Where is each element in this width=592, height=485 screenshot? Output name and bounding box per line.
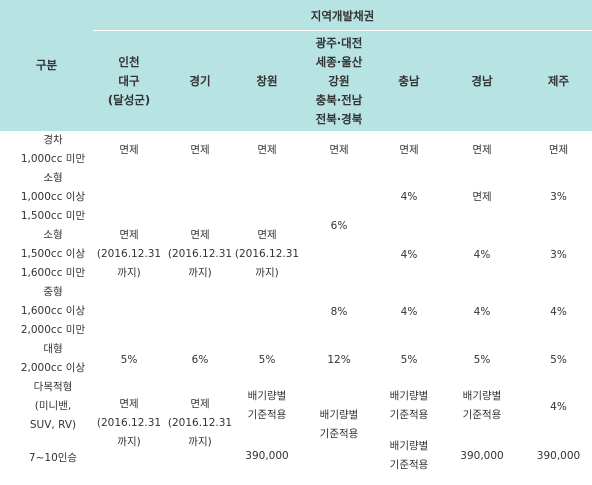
cell-r6-gyeonggi: 면제 (2016.12.31 까지) xyxy=(167,398,233,448)
cell-r6-changwon: 배기량별 기준적용 xyxy=(247,390,287,421)
cell-r1-gwangju: 면제 xyxy=(329,143,349,156)
category-large: 대형 2,000cc 이상 xyxy=(20,343,86,374)
cell-r2-jeju: 3% xyxy=(550,190,567,203)
cell-r5-jeju: 5% xyxy=(550,353,567,366)
category-7-10-seats: 7~10인승 xyxy=(28,451,78,464)
category-compact: 경차 1,000cc 미만 xyxy=(20,134,86,165)
cell-r1-incheon: 면제 xyxy=(119,143,139,156)
group-title: 지역개발채권 xyxy=(310,8,375,23)
cell-r7-chungnam: 배기량별 기준적용 xyxy=(389,440,429,471)
header-divider xyxy=(93,30,592,31)
category-small-1: 소형 1,000cc 이상 1,500cc 미만 xyxy=(20,172,86,222)
cell-r5-gyeonggi: 6% xyxy=(191,353,209,366)
cell-r2-chungnam: 4% xyxy=(400,190,418,203)
region-header-gwangju: 광주·대전 세종·울산 강원 충북·전남 전북·경북 xyxy=(315,35,363,126)
cell-r6-gyeongnam: 배기량별 기준적용 xyxy=(462,390,502,421)
cell-r4-jeju: 4% xyxy=(550,305,567,318)
cell-r1-jeju: 면제 xyxy=(548,143,569,156)
cell-r2-gyeongnam: 면제 xyxy=(472,190,492,203)
cell-r3-jeju: 3% xyxy=(550,248,567,261)
cell-exempt-changwon: 면제 (2016.12.31 까지) xyxy=(234,229,300,279)
cell-r1-changwon: 면제 xyxy=(257,143,277,156)
region-header-gyeongnam: 경남 xyxy=(471,73,493,88)
cell-r3-chungnam: 4% xyxy=(400,248,418,261)
category-multipurpose: 다목적형 (미니밴, SUV, RV) xyxy=(29,381,77,431)
cell-r4-gyeongnam: 4% xyxy=(473,305,491,318)
cell-r7-jeju: 390,000 xyxy=(536,449,581,462)
cell-gwangju-small: 6% xyxy=(330,219,348,232)
region-header-gyeonggi: 경기 xyxy=(189,73,211,88)
category-midsize: 중형 1,600cc 이상 2,000cc 미만 xyxy=(20,286,86,336)
cell-r3-gyeongnam: 4% xyxy=(473,248,491,261)
cell-r5-chungnam: 5% xyxy=(400,353,418,366)
category-header: 구분 xyxy=(35,58,58,72)
cell-exempt-incheon: 면제 (2016.12.31 까지) xyxy=(96,229,162,279)
table-header xyxy=(0,0,592,131)
cell-r4-chungnam: 4% xyxy=(400,305,418,318)
cell-r6-chungnam: 배기량별 기준적용 xyxy=(389,390,429,421)
cell-r4-gwangju: 8% xyxy=(330,305,348,318)
cell-r6-incheon: 면제 (2016.12.31 까지) xyxy=(96,398,162,448)
cell-exempt-gyeonggi: 면제 (2016.12.31 까지) xyxy=(167,229,233,279)
region-header-changwon: 창원 xyxy=(256,73,278,88)
cell-r6-jeju: 4% xyxy=(550,400,567,413)
cell-r5-incheon: 5% xyxy=(120,353,138,366)
cell-r5-gwangju: 12% xyxy=(327,353,351,366)
category-small-2: 소형 1,500cc 이상 1,600cc 미만 xyxy=(20,229,86,279)
cell-r5-changwon: 5% xyxy=(258,353,276,366)
cell-r6-gwangju: 배기량별 기준적용 xyxy=(319,409,359,440)
cell-r1-gyeonggi: 면제 xyxy=(190,143,210,156)
cell-r7-gyeongnam: 390,000 xyxy=(460,449,504,462)
cell-r5-gyeongnam: 5% xyxy=(473,353,491,366)
region-header-jeju: 제주 xyxy=(547,73,570,88)
cell-r7-changwon: 390,000 xyxy=(245,449,289,462)
region-header-chungnam: 충남 xyxy=(398,73,420,88)
region-header-incheon: 인천 대구 (달성군) xyxy=(107,54,151,107)
cell-r1-gyeongnam: 면제 xyxy=(472,143,492,156)
cell-r1-chungnam: 면제 xyxy=(399,143,419,156)
